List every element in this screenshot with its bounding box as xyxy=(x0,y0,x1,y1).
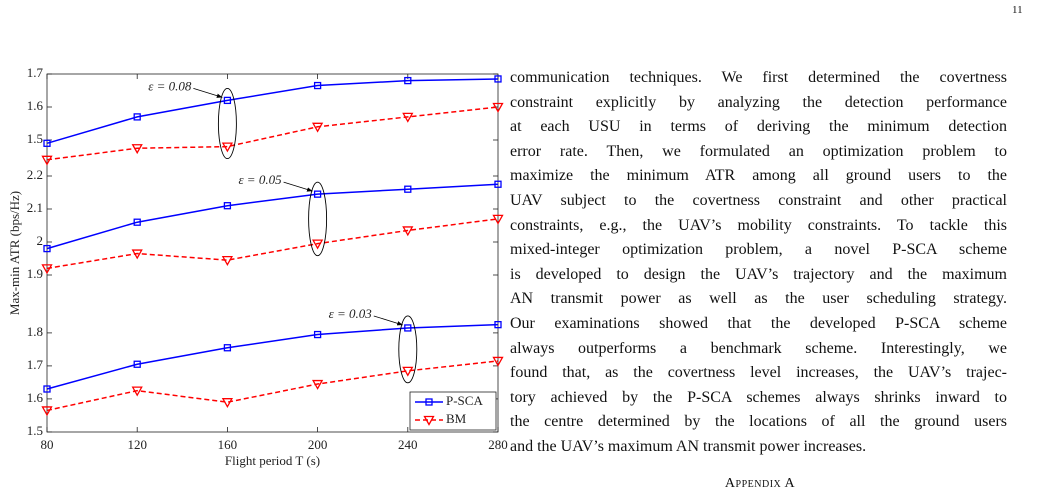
annotation-arrow xyxy=(193,88,223,98)
text-line: is developed to design the UAV’s traject… xyxy=(510,265,1007,283)
data-point xyxy=(402,226,414,237)
y-tick-label: 1.5 xyxy=(27,423,43,438)
x-tick-label: 120 xyxy=(127,437,147,452)
data-point xyxy=(223,344,232,352)
data-point xyxy=(404,76,412,85)
annotation-arrow xyxy=(283,181,313,192)
data-point xyxy=(402,366,414,377)
data-point xyxy=(41,264,53,275)
chart: 80 120 160 200 240 280 Flight period T (s) Max-… xyxy=(7,65,508,468)
text-line: found that, as the covertness level incr… xyxy=(510,364,1007,382)
data-point xyxy=(133,360,141,368)
y-tick-label: 2.1 xyxy=(27,200,43,215)
y-tick-label: 2 xyxy=(37,233,44,248)
data-point xyxy=(223,202,232,210)
y-tick-label: 1.5 xyxy=(27,131,43,146)
text-line: communication techniques. We first deter… xyxy=(510,69,1007,86)
data-point xyxy=(311,379,324,390)
y-tick-label: 1.9 xyxy=(27,266,43,281)
x-tick-label: 280 xyxy=(488,437,508,452)
data-point xyxy=(311,122,324,133)
legend-label: P-SCA xyxy=(446,393,483,408)
y-tick-label: 1.7 xyxy=(27,65,44,80)
text-line: the centre determined by the locations o… xyxy=(510,413,1007,431)
data-point xyxy=(313,330,322,339)
series-line xyxy=(46,218,499,270)
plot-frame xyxy=(46,73,499,433)
x-tick-label: 80 xyxy=(41,437,54,452)
x-tick-label: 200 xyxy=(308,437,328,452)
data-point xyxy=(221,255,234,266)
series-line xyxy=(46,106,499,161)
series-line xyxy=(46,360,499,412)
y-tick-label: 1.6 xyxy=(27,98,44,113)
data-point xyxy=(223,96,232,105)
x-axis-label: Flight period T (s) xyxy=(225,453,320,468)
data-point xyxy=(41,406,53,417)
page-number: 11 xyxy=(1012,4,1023,16)
data-point xyxy=(313,190,322,198)
legend-marker xyxy=(425,398,433,406)
annotation-ellipse xyxy=(308,181,328,257)
annotation: ε = 0.03 xyxy=(329,306,373,321)
text-line: AN transmit power as well as the user sc… xyxy=(510,290,1007,308)
data-point xyxy=(41,155,53,166)
data-point xyxy=(131,144,143,155)
y-tick-label: 1.8 xyxy=(27,324,43,339)
data-point xyxy=(402,112,414,123)
data-point xyxy=(131,249,143,260)
text-line: mixed-integer optimization problem, a no… xyxy=(510,241,1007,259)
text-line: at each USU in terms of deriving the min… xyxy=(510,118,1007,136)
data-point xyxy=(404,185,412,193)
text-line: Our examinations showed that the develop… xyxy=(510,315,1007,332)
legend-marker xyxy=(423,415,435,426)
data-point xyxy=(494,75,502,83)
annotation-arrow xyxy=(373,315,403,326)
data-point xyxy=(133,113,141,121)
y-tick-label: 1.7 xyxy=(27,357,44,372)
data-point xyxy=(43,385,51,393)
text-line: maximize the minimum ATR among all groun… xyxy=(510,167,1007,185)
annotation-ellipse xyxy=(217,87,237,160)
legend-box xyxy=(409,391,497,431)
y-tick-label: 2.2 xyxy=(27,167,43,182)
annotation: ε = 0.08 xyxy=(148,78,192,93)
x-tick-label: 160 xyxy=(218,437,238,452)
data-point xyxy=(494,180,502,188)
data-point xyxy=(43,244,51,253)
data-point xyxy=(133,218,141,226)
text-line: and the UAV’s maximum AN transmit power … xyxy=(510,438,867,455)
data-point xyxy=(311,239,324,250)
data-point xyxy=(43,139,51,147)
x-tick-label: 240 xyxy=(398,437,418,452)
data-point xyxy=(131,386,143,397)
series-line xyxy=(46,78,499,145)
text-line: constraint explicitly by analyzing the d… xyxy=(510,93,1007,111)
text-line: error rate. Then, we formulated an optim… xyxy=(510,142,1007,160)
y-axis-label: Max-min ATR (bps/Hz) xyxy=(7,191,22,315)
data-point xyxy=(492,356,504,367)
section-heading: Appendix A xyxy=(724,476,796,491)
data-point xyxy=(313,81,322,90)
data-point xyxy=(494,320,502,329)
annotation-ellipse xyxy=(398,315,418,384)
data-point xyxy=(404,324,412,332)
data-point xyxy=(492,214,504,225)
data-point xyxy=(221,398,234,409)
data-point xyxy=(492,102,504,113)
series-line xyxy=(46,323,499,390)
text-line: constraints, e.g., the UAV’s mobility co… xyxy=(510,216,1007,234)
text-line: UAV subject to the covertness constraint… xyxy=(510,192,1007,209)
annotation: ε = 0.05 xyxy=(238,172,282,187)
data-point xyxy=(221,142,234,153)
legend-label: BM xyxy=(446,411,467,426)
y-tick-label: 1.6 xyxy=(27,390,44,405)
text-line: tory achieved by the P-SCA schemes alway… xyxy=(510,388,1007,406)
text-line: always outperforms a benchmark scheme. I… xyxy=(510,339,1007,357)
series-line xyxy=(46,183,499,250)
